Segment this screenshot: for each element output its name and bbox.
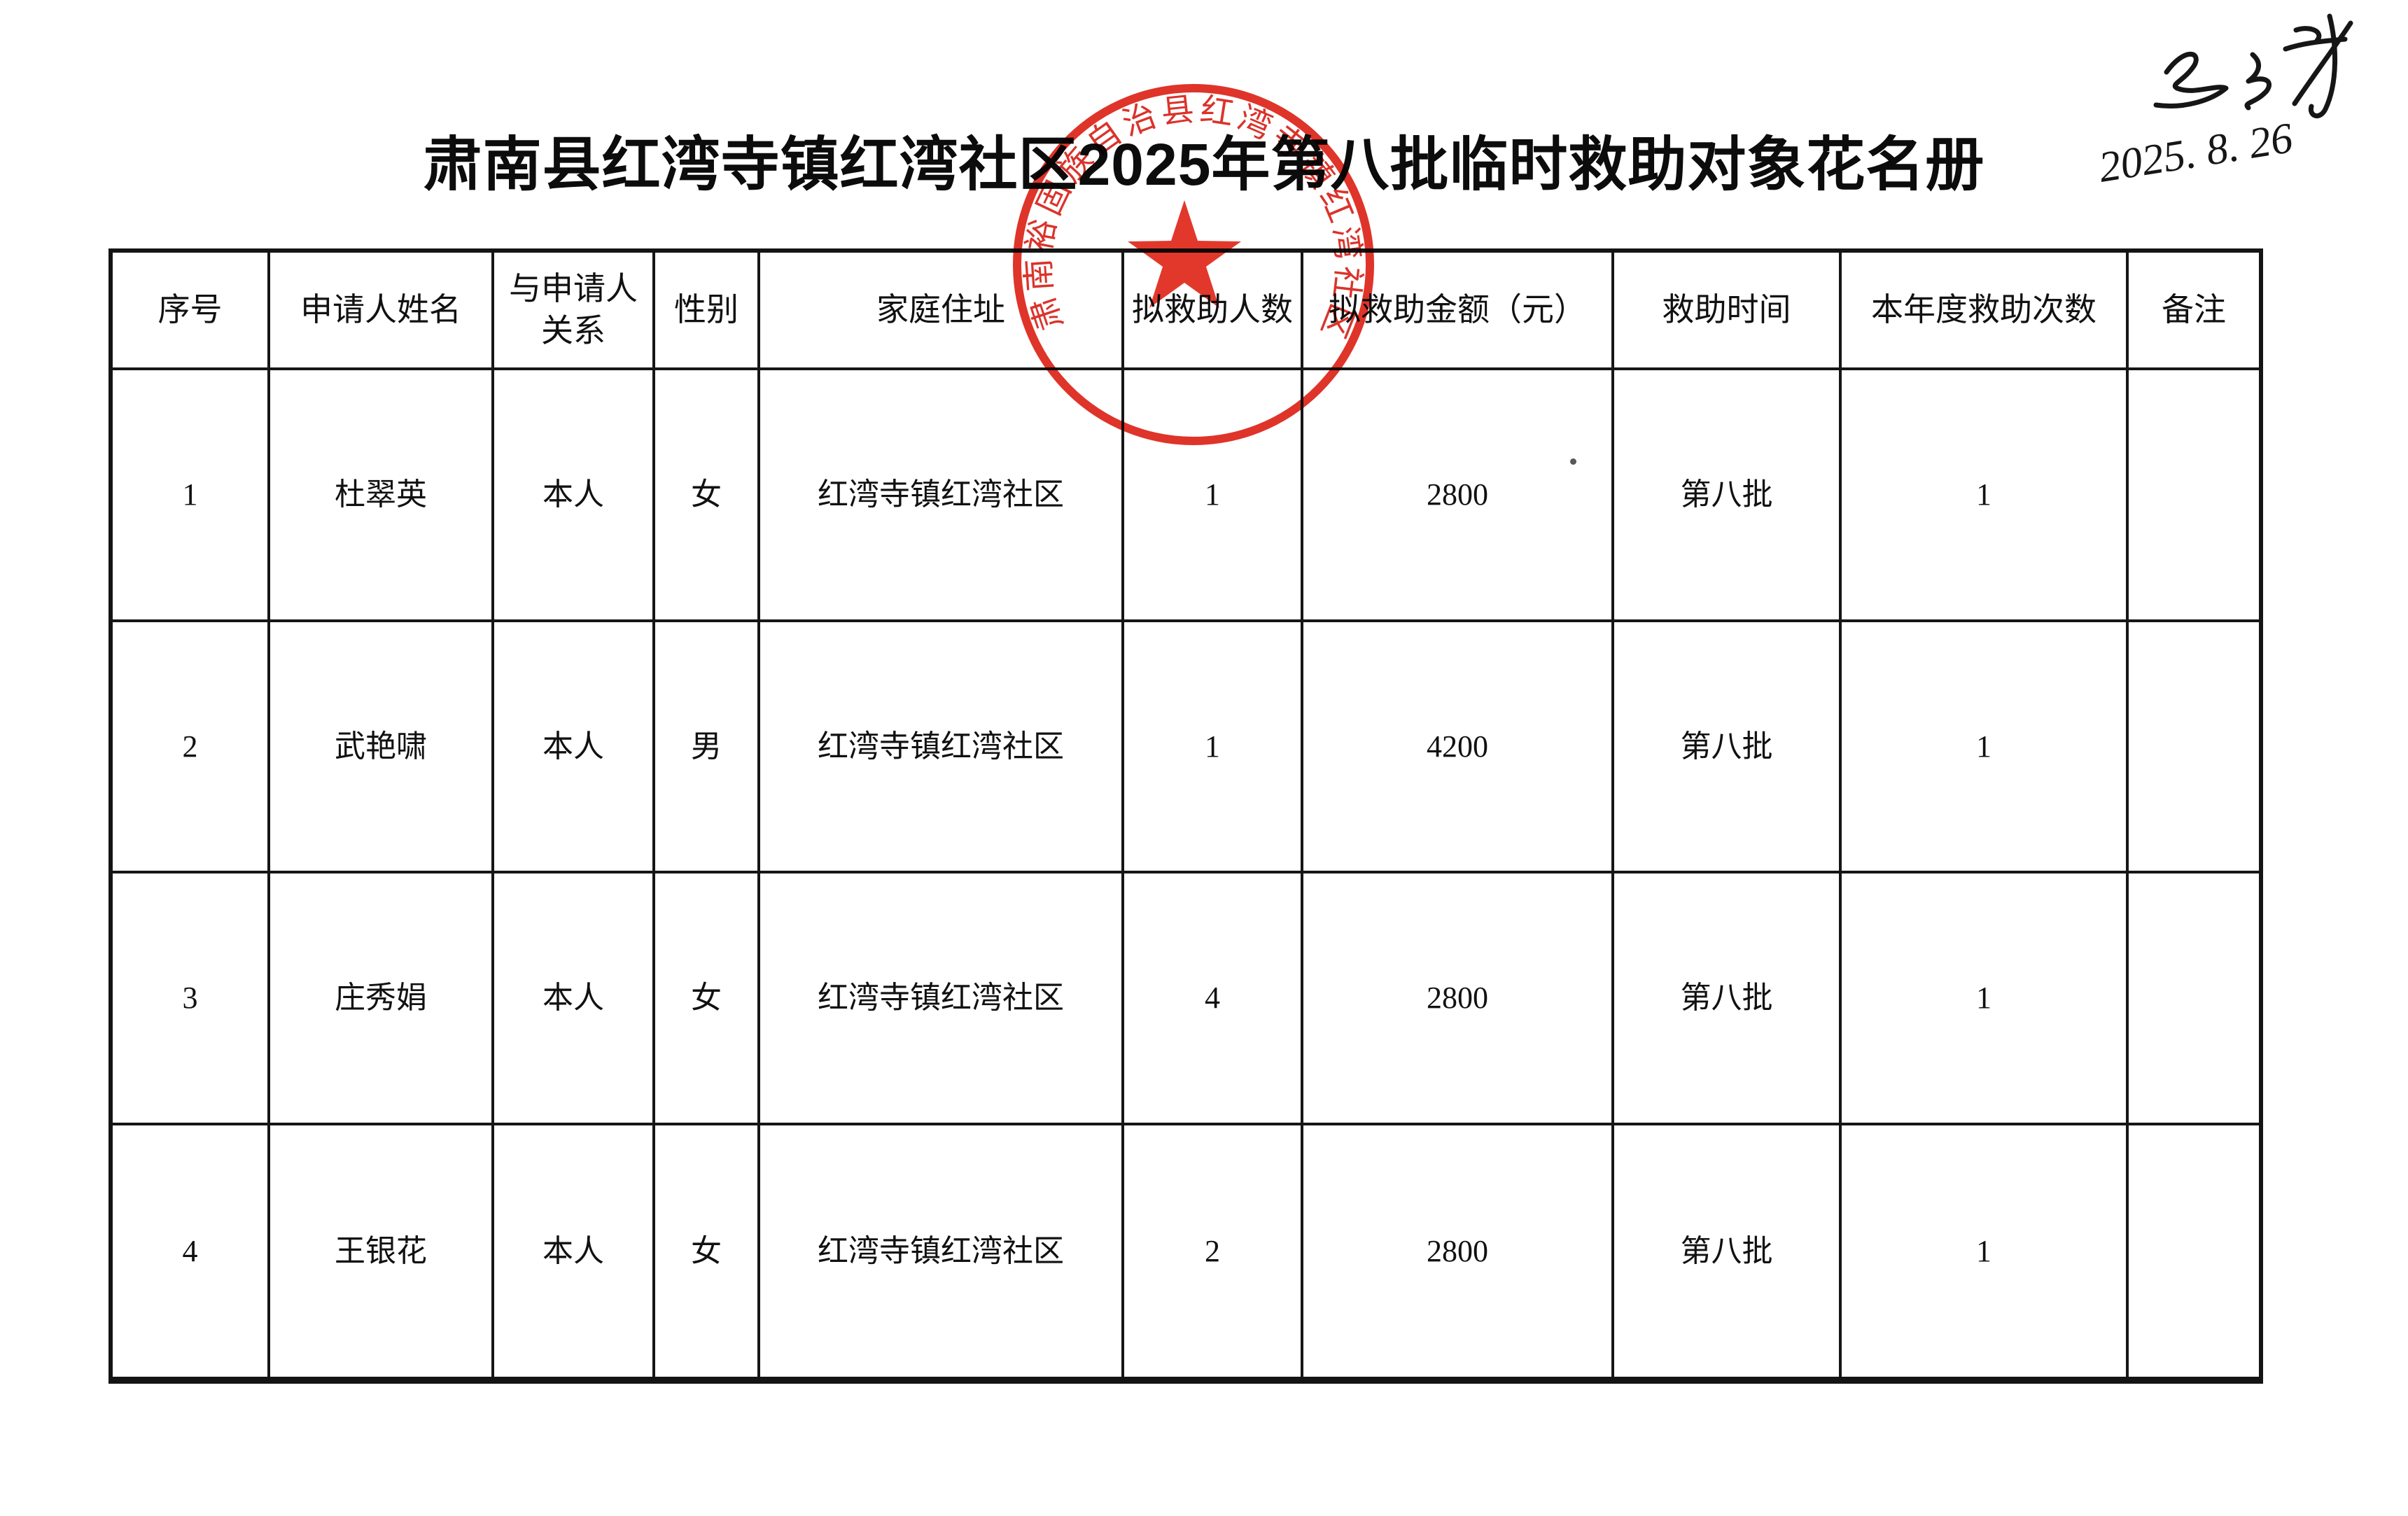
table-cell: 1 bbox=[1842, 873, 2129, 1125]
table-cell: 第八批 bbox=[1614, 370, 1842, 622]
table-cell: 本人 bbox=[494, 1125, 655, 1377]
table-cell: 2800 bbox=[1303, 1125, 1614, 1377]
table-cell: 2800 bbox=[1303, 873, 1614, 1125]
table-cell bbox=[2129, 1125, 2259, 1377]
header-address: 家庭住址 bbox=[760, 253, 1124, 370]
signature-date: 2025. 8. 26 bbox=[2096, 114, 2296, 192]
table-cell: 4200 bbox=[1303, 622, 1614, 873]
table-cell bbox=[2129, 622, 2259, 873]
table-cell: 1 bbox=[1842, 622, 2129, 873]
table-cell: 女 bbox=[655, 1125, 760, 1377]
table-cell: 1 bbox=[1842, 1125, 2129, 1377]
table-cell: 4 bbox=[1124, 873, 1303, 1125]
seal-arc-text: 肃南裕固族自治县红湾寺镇红湾社区居民委员会 bbox=[990, 55, 1368, 343]
table-cell: 女 bbox=[655, 370, 760, 622]
roster-table: 序号 申请人姓名 与申请人关系 性别 家庭住址 拟救助人数 拟救助金额（元） 救… bbox=[108, 248, 2263, 1384]
table-cell: 本人 bbox=[494, 622, 655, 873]
table-cell: 4 bbox=[113, 1125, 270, 1377]
table-cell: 男 bbox=[655, 622, 760, 873]
table-cell: 1 bbox=[1124, 370, 1303, 622]
table-cell: 2 bbox=[113, 622, 270, 873]
table-cell: 红湾寺镇红湾社区 bbox=[760, 622, 1124, 873]
table-cell: 第八批 bbox=[1614, 873, 1842, 1125]
table-cell: 红湾寺镇红湾社区 bbox=[760, 1125, 1124, 1377]
header-aid-amount: 拟救助金额（元） bbox=[1303, 253, 1614, 370]
seal-star-icon bbox=[1128, 200, 1241, 308]
table-cell: 1 bbox=[1842, 370, 2129, 622]
header-applicant-name: 申请人姓名 bbox=[270, 253, 494, 370]
header-serial: 序号 bbox=[113, 253, 270, 370]
page-title: 肃南县红湾寺镇红湾社区2025年第八批临时救助对象花名册 bbox=[423, 132, 1985, 197]
seal-ring bbox=[1013, 84, 1374, 445]
table-cell: 庄秀娟 bbox=[270, 873, 494, 1125]
header-relationship: 与申请人关系 bbox=[494, 253, 655, 370]
table-cell: 武艳啸 bbox=[270, 622, 494, 873]
header-gender: 性别 bbox=[655, 253, 760, 370]
table-cell: 本人 bbox=[494, 873, 655, 1125]
handwritten-signature: 2025. 8. 26 bbox=[2096, 13, 2353, 192]
header-aid-count-year: 本年度救助次数 bbox=[1842, 253, 2129, 370]
table-cell: 女 bbox=[655, 873, 760, 1125]
header-aid-time: 救助时间 bbox=[1614, 253, 1842, 370]
table-cell: 王银花 bbox=[270, 1125, 494, 1377]
table-cell: 3 bbox=[113, 873, 270, 1125]
table-cell: 杜翠英 bbox=[270, 370, 494, 622]
table-cell: 2 bbox=[1124, 1125, 1303, 1377]
table-cell: 第八批 bbox=[1614, 1125, 1842, 1377]
table-cell: 1 bbox=[113, 370, 270, 622]
table-cell: 红湾寺镇红湾社区 bbox=[760, 873, 1124, 1125]
table-cell bbox=[2129, 370, 2259, 622]
table-cell: 第八批 bbox=[1614, 622, 1842, 873]
table-cell: 本人 bbox=[494, 370, 655, 622]
table-cell: 红湾寺镇红湾社区 bbox=[760, 370, 1124, 622]
official-seal-stamp: 肃南裕固族自治县红湾寺镇红湾社区居民委员会 bbox=[990, 55, 1374, 445]
header-remarks: 备注 bbox=[2129, 253, 2259, 370]
table-cell: 2800 bbox=[1303, 370, 1614, 622]
table-cell: 1 bbox=[1124, 622, 1303, 873]
signature-scribble bbox=[2153, 13, 2353, 118]
ink-speck bbox=[1570, 458, 1576, 465]
table-cell bbox=[2129, 873, 2259, 1125]
